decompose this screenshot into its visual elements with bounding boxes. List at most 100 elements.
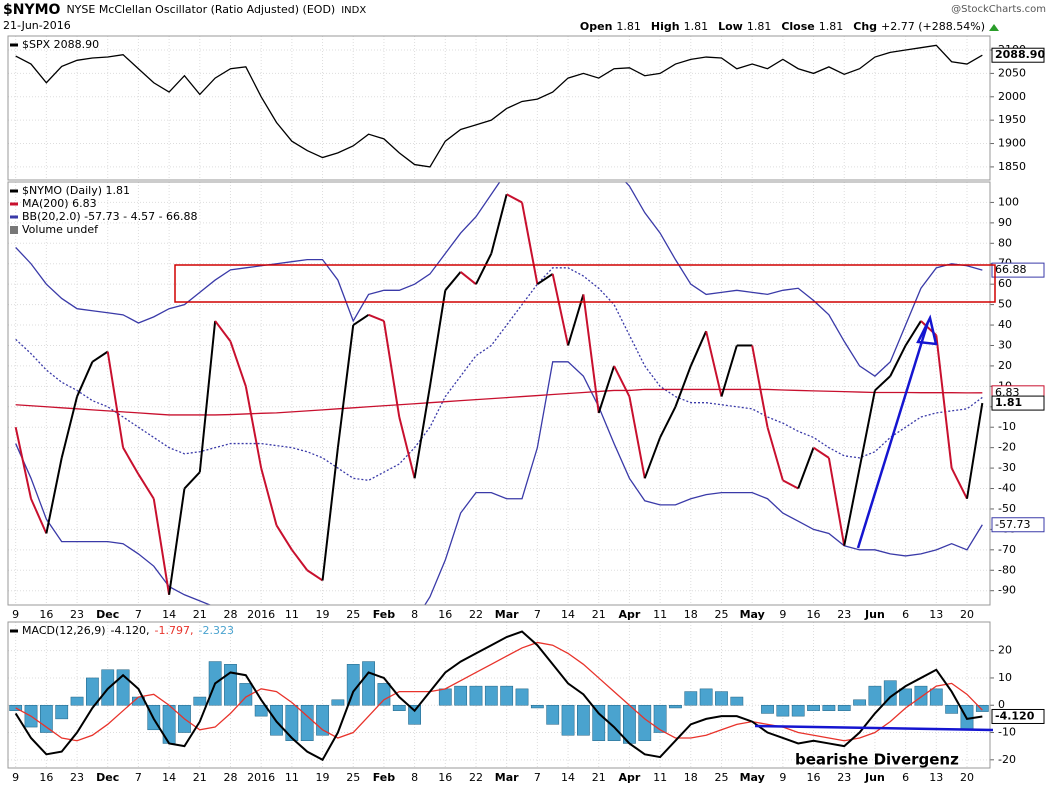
line — [15, 388, 983, 416]
x-tick-label: 21 — [193, 771, 207, 784]
y-tick-label: 1850 — [998, 160, 1026, 173]
line-segment — [521, 202, 539, 285]
histogram-bar — [945, 704, 959, 714]
line-segment — [935, 335, 953, 469]
x-tick-label: 25 — [714, 771, 728, 784]
y-tick-label: -70 — [998, 543, 1016, 556]
line-segment — [766, 426, 784, 481]
line-segment — [152, 498, 171, 595]
x-tick-label: 7 — [534, 771, 541, 784]
line-segment — [506, 193, 523, 204]
highlight-box — [174, 264, 996, 303]
panel — [8, 36, 990, 180]
x-tick-label: Mar — [495, 771, 519, 784]
line-segment — [643, 437, 662, 479]
x-tick-label: 14 — [162, 771, 176, 784]
x-tick-label: Feb — [373, 771, 396, 784]
histogram-bar — [638, 704, 652, 741]
histogram-bar — [362, 661, 375, 706]
x-tick-label: Dec — [96, 771, 119, 784]
histogram-bar — [331, 699, 345, 706]
line — [15, 44, 983, 168]
x-tick-label: 9 — [12, 608, 19, 621]
histogram-bar — [39, 704, 53, 733]
histogram-bar — [791, 704, 805, 717]
histogram-bar — [300, 704, 314, 741]
histogram-bar — [699, 688, 713, 706]
x-tick-label: 25 — [714, 608, 728, 621]
panel-frame — [7, 621, 991, 769]
x-tick-label: 16 — [39, 771, 53, 784]
y-tick-label: -90 — [998, 584, 1016, 597]
line-segment — [382, 320, 401, 418]
line-segment — [751, 345, 769, 428]
line-segment — [797, 447, 815, 489]
line-segment — [229, 341, 247, 387]
line-segment — [244, 386, 263, 469]
line-segment — [827, 457, 846, 546]
histogram-bar — [408, 704, 421, 725]
panel-frame — [7, 35, 991, 181]
plot: 1850190019502000205021002088.90$SPX 2088… — [7, 35, 1045, 784]
x-tick-label: 25 — [346, 771, 360, 784]
x-tick-label: 28 — [223, 771, 237, 784]
legend-title: MACD(12,26,9) — [22, 624, 106, 637]
y-tick-label: 50 — [998, 298, 1012, 311]
x-tick-label: 2016 — [247, 771, 275, 784]
y-tick-label: -20 — [998, 753, 1016, 766]
line-segment — [597, 365, 616, 414]
line-segment — [567, 294, 585, 346]
legend-swatch — [10, 226, 18, 234]
legend-entry: Volume undef — [22, 223, 99, 236]
histogram-bar — [530, 704, 544, 709]
y-tick-label: 20 — [998, 644, 1012, 657]
x-tick-label: 9 — [779, 771, 786, 784]
y-tick-label: 90 — [998, 216, 1012, 229]
line-segment — [306, 569, 324, 582]
line-segment — [336, 324, 355, 448]
chart-title: $NYMO NYSE McClellan Oscillator (Ratio Ad… — [3, 2, 366, 18]
legend: MACD(12,26,9) -4.120, -1.797, -2.323 — [22, 624, 234, 637]
x-tick-label: 11 — [285, 608, 299, 621]
histogram-bar — [438, 688, 452, 706]
x-tick-label: Dec — [96, 608, 119, 621]
histogram-bar — [546, 704, 560, 725]
end-label: 6.83 — [995, 386, 1020, 399]
up-arrow — [989, 24, 999, 31]
end-label: 66.88 — [995, 263, 1027, 276]
histogram-bar — [70, 696, 84, 706]
histogram-bar — [454, 685, 468, 706]
line-segment — [122, 447, 140, 475]
x-tick-label: 18 — [684, 771, 698, 784]
arrow — [856, 321, 930, 549]
line-segment — [352, 313, 370, 326]
line-segment — [536, 273, 554, 286]
legend-value: -4.120, — [111, 624, 150, 637]
end-label-box — [991, 47, 1045, 63]
histogram-bar — [975, 704, 989, 712]
line-segment — [889, 345, 907, 377]
histogram-bar — [592, 704, 606, 741]
quote: Open 1.81 High 1.81 Low 1.81 Close 1.81 Chg +2.77… — [580, 20, 985, 33]
line-segment — [14, 427, 32, 499]
x-tick-label: 16 — [807, 608, 821, 621]
quote-value: 1.81 — [747, 20, 772, 33]
y-tick-label: -80 — [998, 563, 1016, 576]
x-tick-label: Jun — [864, 608, 885, 621]
x-tick-label: 7 — [534, 608, 541, 621]
y-tick-label: 2000 — [998, 90, 1026, 103]
quote-label: Low — [718, 20, 743, 33]
x-tick-label: 28 — [223, 608, 237, 621]
quote-value: 1.81 — [819, 20, 844, 33]
histogram-bar — [868, 685, 882, 706]
x-tick-label: Jun — [864, 771, 885, 784]
date: 21-Jun-2016 — [3, 19, 71, 32]
line — [15, 267, 983, 482]
line-segment — [674, 365, 692, 408]
line-segment — [460, 271, 477, 285]
line-segment — [30, 498, 48, 534]
x-tick-label: 21 — [592, 771, 606, 784]
y-tick-label: 10 — [998, 671, 1012, 684]
description: NYSE McClellan Oscillator (Ratio Adjuste… — [66, 3, 335, 16]
histogram-bar — [55, 704, 69, 720]
